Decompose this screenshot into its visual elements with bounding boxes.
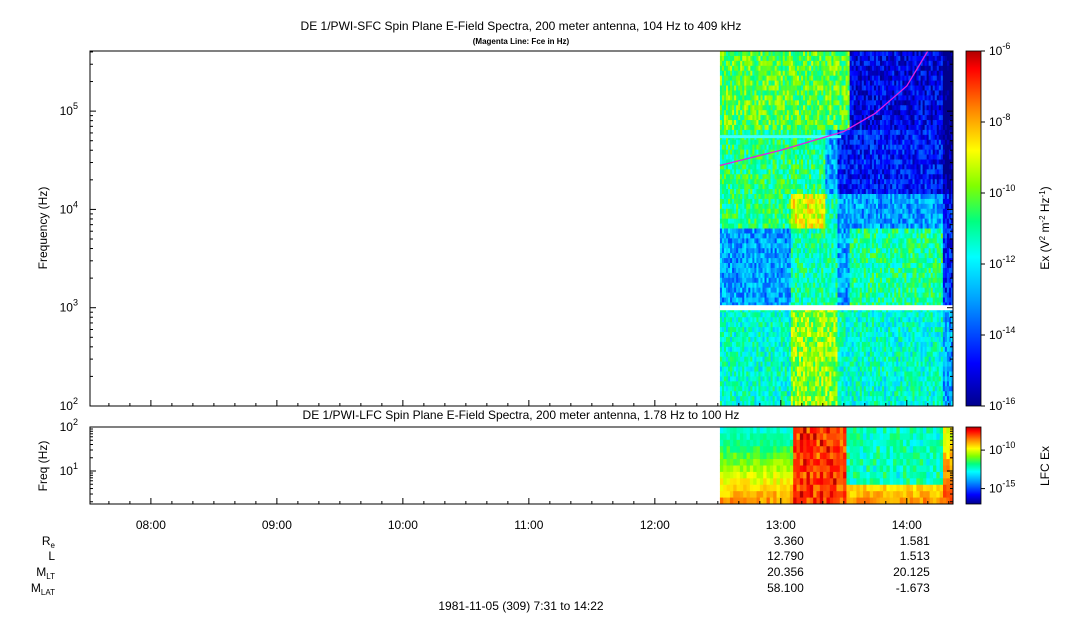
sfc-colorbar-label: Ex (V2 m-2 Hz-1) [1038, 186, 1053, 269]
time-tick-label: 11:00 [514, 518, 543, 532]
lfc-ylabel: Freq (Hz) [36, 441, 50, 492]
sfc-panel: 102 103 104 105 Frequency (Hz) [36, 50, 954, 413]
time-tick-label: 10:00 [388, 518, 418, 532]
ephemeris-row-label: MLAT [31, 581, 55, 597]
colorbar-tick-label: 10-8 [989, 112, 1010, 129]
lfc-colorbar: 10-10 10-15 LFC Ex [965, 426, 1052, 505]
colorbar-tick-label: 10-12 [989, 254, 1015, 271]
colorbar-tick-label: 10-16 [989, 396, 1015, 413]
time-tick-label: 12:00 [640, 518, 670, 532]
time-range-footer: 1981-11-05 (309) 7:31 to 14:22 [438, 599, 604, 613]
time-tick-label: 09:00 [262, 518, 292, 532]
time-tick-label: 08:00 [136, 518, 166, 532]
colorbar-tick-label: 10-10 [989, 183, 1015, 200]
time-tick-label: 13:00 [766, 518, 796, 532]
ephemeris-value: 3.360 [774, 534, 804, 548]
time-axis: 08:00 09:00 10:00 11:00 12:00 13:00 14:00 [108, 400, 950, 532]
sfc-ytick-label: 105 [60, 101, 78, 118]
ephemeris-row-label: MLT [36, 565, 55, 581]
fce-line [719, 50, 929, 167]
sfc-ylabel: Frequency (Hz) [36, 187, 50, 270]
ephemeris-row-label: Re [42, 534, 56, 550]
ephemeris-value: 58.100 [767, 581, 804, 595]
ephemeris-value: 20.125 [893, 565, 930, 579]
ephemeris-value: 20.356 [767, 565, 804, 579]
time-tick-label: 14:00 [892, 518, 922, 532]
chart-title: DE 1/PWI-SFC Spin Plane E-Field Spectra,… [301, 19, 742, 33]
colorbar-tick-label: 10-10 [989, 440, 1015, 457]
sfc-spectrogram [719, 51, 953, 406]
ephemeris-value: 1.513 [900, 549, 930, 563]
sfc-ytick-label: 102 [60, 396, 78, 413]
ephemeris-row-label: L [48, 549, 55, 563]
sfc-ytick-label: 103 [60, 298, 78, 315]
sfc-colorbar-ticks: 10-6 10-8 10-10 10-12 10-14 10-16 [981, 41, 1015, 413]
lfc-frame [89, 426, 954, 505]
lfc-ytick-label: 101 [60, 461, 78, 478]
lfc-ytick-label: 102 [60, 417, 78, 434]
lfc-y-axis: 101 102 [60, 417, 953, 503]
colorbar-tick-label: 10-6 [989, 41, 1010, 58]
colorbar-tick-label: 10-15 [989, 479, 1015, 496]
lfc-panel: 101 102 Freq (Hz) [36, 417, 954, 505]
sfc-y-axis: 102 103 104 105 [60, 51, 953, 413]
chart-subtitle: (Magenta Line: Fce in Hz) [473, 37, 570, 46]
ephemeris-value: 1.581 [900, 534, 930, 548]
ephemeris-value: -1.673 [896, 581, 930, 595]
lfc-colorbar-label: LFC Ex [1038, 446, 1052, 486]
ephemeris-value: 12.790 [767, 549, 804, 563]
colorbar-tick-label: 10-14 [989, 325, 1015, 342]
lfc-title: DE 1/PWI-LFC Spin Plane E-Field Spectra,… [303, 408, 740, 422]
sfc-colorbar: 10-6 10-8 10-10 10-12 10-14 10-16 Ex (V2 m-2 … [965, 41, 1053, 413]
sfc-ytick-label: 104 [60, 199, 78, 216]
lfc-spectrogram [719, 427, 953, 504]
sfc-frame [89, 50, 954, 407]
lfc-colorbar-ticks: 10-10 10-15 [981, 440, 1015, 496]
